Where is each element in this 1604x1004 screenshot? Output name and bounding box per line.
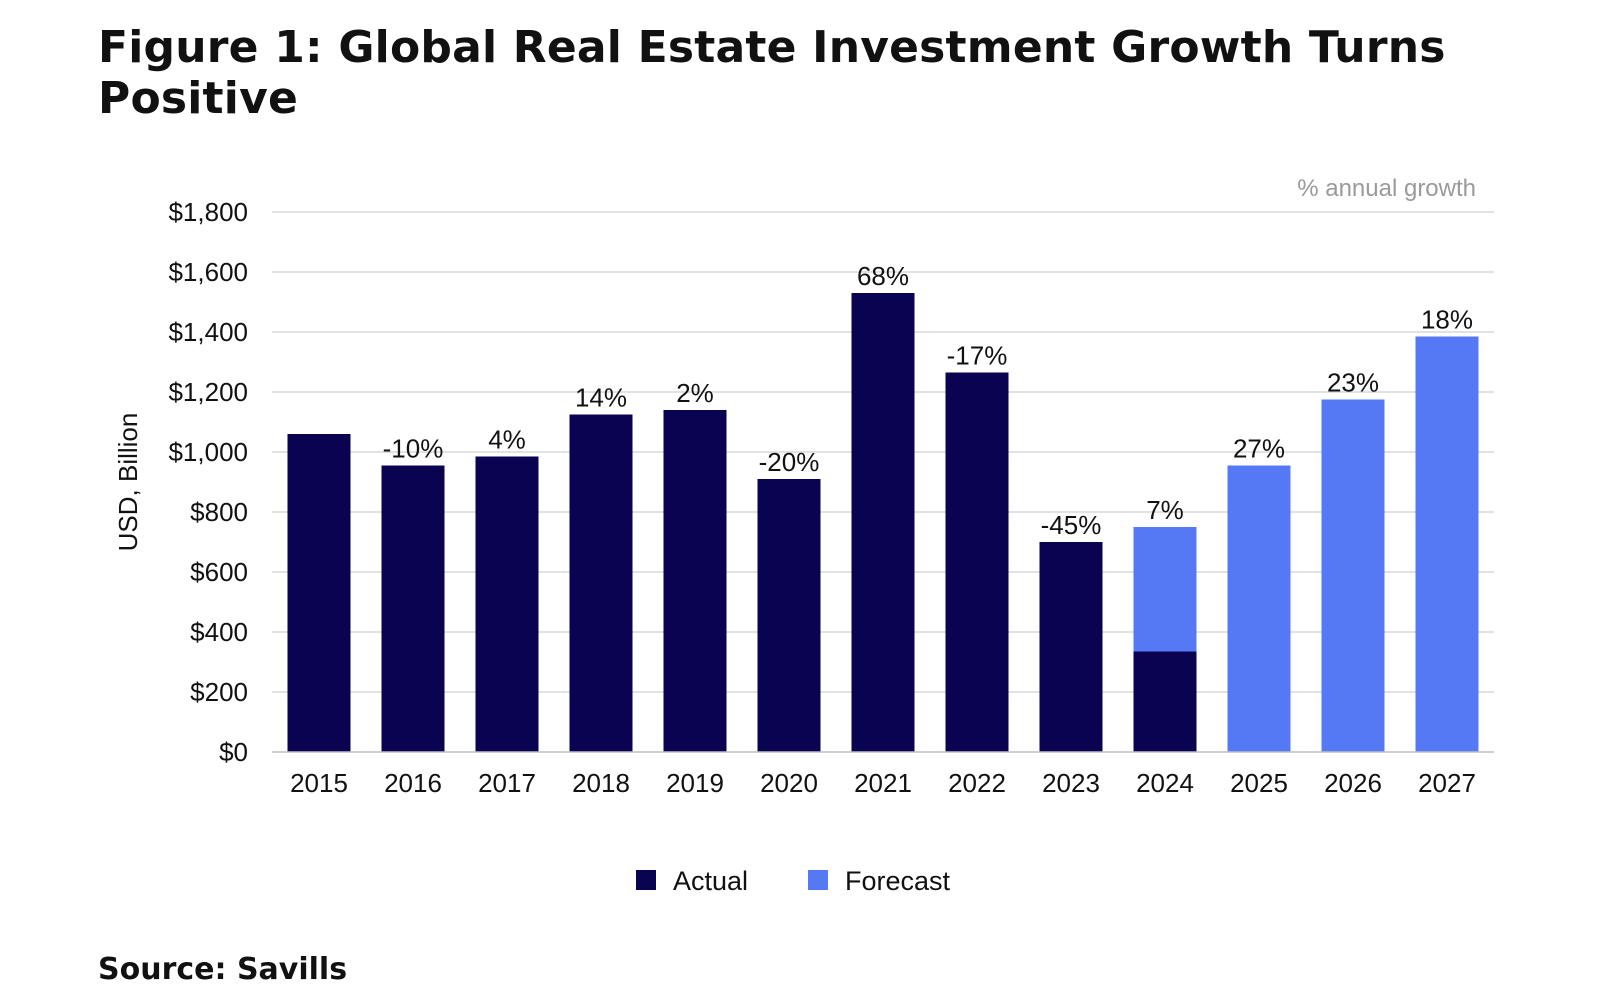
y-axis-ticks: $0 $200 $400 $600 $800 $1,000 $1,200 $1,400 $1,6… <box>168 197 248 767</box>
bar-actual-2016 <box>381 465 445 752</box>
bar-actual-2017 <box>475 456 539 752</box>
y-tick-label: $1,000 <box>168 437 248 467</box>
x-tick-label: 2026 <box>1324 768 1382 798</box>
data-label-2016: -10% <box>383 434 444 464</box>
bar-forecast-2027 <box>1415 336 1479 752</box>
x-tick-label: 2017 <box>478 768 536 798</box>
chart-title: Figure 1: Global Real Estate Investment … <box>98 22 1446 124</box>
bar-actual-2018 <box>569 414 633 752</box>
legend-label-actual: Actual <box>673 866 748 896</box>
x-tick-label: 2020 <box>760 768 818 798</box>
bars <box>287 293 1479 752</box>
data-labels: -10% 4% 14% 2% -20% 68% -17% -45% 7% 27% 23% 18% <box>383 261 1473 540</box>
data-label-2021: 68% <box>857 261 909 291</box>
y-axis-label: USD, Billion <box>113 413 143 552</box>
data-label-2025: 27% <box>1233 434 1285 464</box>
x-tick-label: 2022 <box>948 768 1006 798</box>
bar-actual-2019 <box>663 410 727 752</box>
bar-forecast-2025 <box>1227 465 1291 752</box>
annotation-header: % annual growth <box>1297 175 1476 202</box>
bar-actual-2022 <box>945 372 1009 752</box>
y-tick-label: $200 <box>190 677 248 707</box>
x-tick-label: 2027 <box>1418 768 1476 798</box>
legend-label-forecast: Forecast <box>845 866 951 896</box>
legend: Actual Forecast <box>636 866 951 896</box>
y-tick-label: $0 <box>219 737 248 767</box>
x-tick-label: 2018 <box>572 768 630 798</box>
x-tick-label: 2023 <box>1042 768 1100 798</box>
bar-actual-2021 <box>851 293 915 752</box>
data-label-2019: 2% <box>676 378 714 408</box>
data-label-2026: 23% <box>1327 368 1379 398</box>
y-tick-label: $1,400 <box>168 317 248 347</box>
data-label-2017: 4% <box>488 425 526 455</box>
y-tick-label: $400 <box>190 617 248 647</box>
y-tick-label: $600 <box>190 557 248 587</box>
legend-swatch-forecast <box>808 870 828 890</box>
x-tick-label: 2019 <box>666 768 724 798</box>
x-tick-label: 2025 <box>1230 768 1288 798</box>
x-tick-label: 2024 <box>1136 768 1194 798</box>
y-tick-label: $1,200 <box>168 377 248 407</box>
y-tick-label: $800 <box>190 497 248 527</box>
x-tick-label: 2015 <box>290 768 348 798</box>
bar-forecast-2024 <box>1133 527 1197 652</box>
x-axis-ticks: 2015 2016 2017 2018 2019 2020 2021 2022 2023 2024… <box>290 768 1476 798</box>
data-label-2024: 7% <box>1146 495 1184 525</box>
x-tick-label: 2016 <box>384 768 442 798</box>
bar-actual-2024 <box>1133 651 1197 752</box>
data-label-2018: 14% <box>575 383 627 413</box>
source-note: Source: Savills <box>98 952 348 987</box>
data-label-2022: -17% <box>947 341 1008 371</box>
bar-forecast-2026 <box>1321 399 1385 752</box>
x-tick-label: 2021 <box>854 768 912 798</box>
bar-actual-2015 <box>287 434 351 752</box>
data-label-2027: 18% <box>1421 305 1473 335</box>
y-tick-label: $1,800 <box>168 197 248 227</box>
bar-actual-2023 <box>1039 542 1103 752</box>
data-label-2023: -45% <box>1041 510 1102 540</box>
y-tick-label: $1,600 <box>168 257 248 287</box>
data-label-2020: -20% <box>759 447 820 477</box>
legend-swatch-actual <box>636 870 656 890</box>
bar-actual-2020 <box>757 479 821 752</box>
